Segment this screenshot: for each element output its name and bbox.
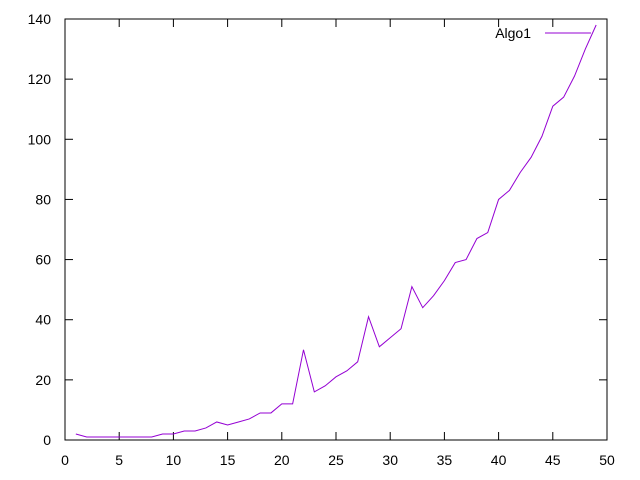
series-layer <box>75 24 597 438</box>
series-line-algo1 <box>75 24 597 438</box>
x-tick-label: 35 <box>437 452 453 468</box>
y-tick-label: 140 <box>28 11 52 27</box>
x-tick-label: 45 <box>545 452 561 468</box>
y-tick-label: 120 <box>28 71 52 87</box>
x-tick-label: 0 <box>61 452 69 468</box>
x-tick-label: 50 <box>599 452 615 468</box>
x-tick-label: 10 <box>166 452 182 468</box>
legend-label-algo1: Algo1 <box>495 25 531 41</box>
x-tick-label: 5 <box>115 452 123 468</box>
y-tick-label: 0 <box>43 432 51 448</box>
y-tick-label: 80 <box>35 191 51 207</box>
y-axis-ticks: 0 20 40 60 80 100 120 140 <box>28 11 607 448</box>
y-tick-label: 20 <box>35 372 51 388</box>
x-tick-label: 25 <box>328 452 344 468</box>
x-tick-label: 20 <box>274 452 290 468</box>
x-tick-label: 30 <box>382 452 398 468</box>
legend: Algo1 <box>495 25 591 41</box>
x-tick-label: 40 <box>491 452 507 468</box>
y-tick-label: 100 <box>28 131 52 147</box>
y-tick-label: 40 <box>35 312 51 328</box>
x-tick-label: 15 <box>220 452 236 468</box>
x-axis-ticks: 0 5 10 15 20 25 30 35 40 45 50 <box>61 19 615 468</box>
y-tick-label: 60 <box>35 252 51 268</box>
